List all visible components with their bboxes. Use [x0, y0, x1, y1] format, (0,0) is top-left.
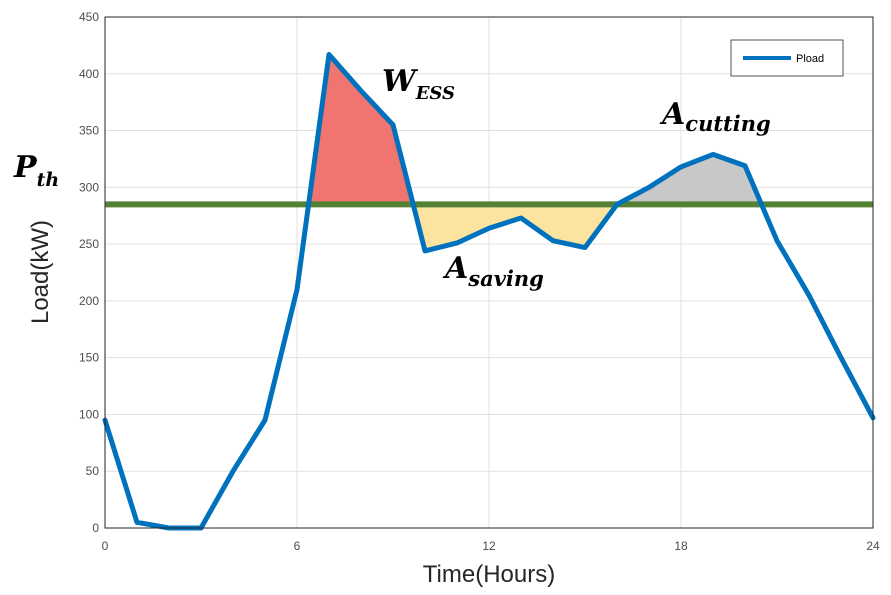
shaded-regions	[309, 54, 761, 251]
x-tick-labels: 0 6 12 18 24	[102, 539, 880, 553]
y-tick-labels: 0 50 100 150 200 250 300 350 400 450	[79, 10, 99, 535]
y-axis-label: Load(kW)	[27, 220, 54, 324]
series-line-pload	[102, 51, 876, 531]
x-tick-label: 12	[482, 539, 496, 553]
y-tick-label: 450	[79, 10, 99, 24]
y-tick-label: 0	[92, 521, 99, 535]
region-a-cutting	[617, 154, 761, 205]
x-axis-label: Time(Hours)	[423, 561, 555, 588]
y-tick-label: 150	[79, 351, 99, 365]
region-w-ess	[309, 54, 416, 214]
annotation-a-cutting: Acutting	[659, 97, 771, 136]
y-tick-label: 300	[79, 180, 99, 194]
x-tick-label: 24	[866, 539, 880, 553]
y-tick-label: 400	[79, 67, 99, 81]
y-tick-label: 200	[79, 294, 99, 308]
x-tick-label: 6	[294, 539, 301, 553]
y-tick-label: 350	[79, 124, 99, 138]
x-tick-label: 18	[674, 539, 688, 553]
legend: Pload	[730, 39, 844, 77]
y-tick-label: 50	[86, 464, 100, 478]
plot-frame	[104, 16, 874, 529]
annotation-p-th: Pth	[13, 150, 59, 191]
y-tick-label: 100	[79, 407, 99, 421]
annotation-w-ess: WESS	[382, 64, 455, 104]
x-tick-label: 0	[102, 539, 109, 553]
legend-label-pload: Pload	[796, 53, 824, 65]
region-a-saving	[415, 204, 617, 251]
annotation-a-saving: Asaving	[442, 251, 544, 291]
y-tick-label: 250	[79, 237, 99, 251]
